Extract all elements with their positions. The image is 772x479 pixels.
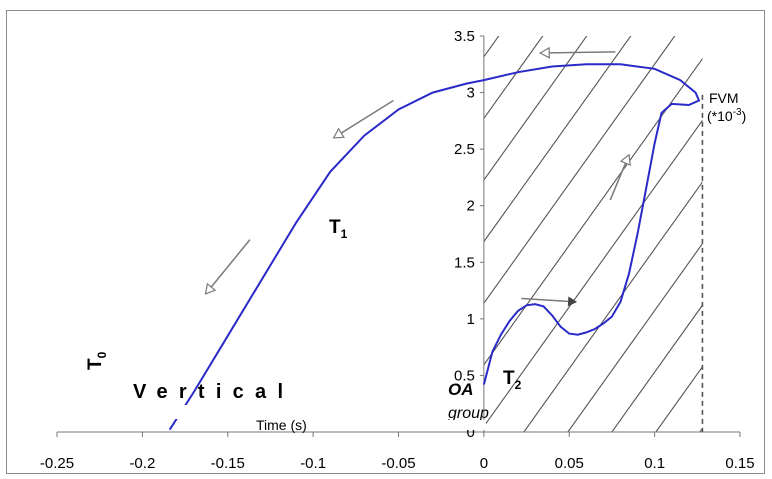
hatch-line	[483, 36, 632, 243]
y-tick-label: 2.5	[454, 141, 475, 158]
y-tick-label: 3	[467, 85, 475, 102]
x-tick-label: 0.15	[725, 455, 754, 472]
hatch-line	[84, 0, 484, 432]
x-tick-label: 0.05	[555, 455, 584, 472]
hatch-line	[744, 0, 772, 432]
hatch-line	[655, 365, 703, 432]
hatch-line	[567, 242, 703, 432]
direction-arrows	[206, 52, 629, 307]
x-tick-label: -0.2	[129, 455, 155, 472]
x-tick-label: -0.25	[40, 455, 74, 472]
hatch-line	[483, 119, 703, 428]
y-tick-label: 3.5	[454, 28, 475, 45]
t0-label: T0	[85, 351, 109, 370]
direction-arrow	[521, 296, 578, 307]
t1-label: T1	[329, 217, 348, 241]
x-tick-label: -0.15	[211, 455, 245, 472]
hatch-line	[483, 36, 676, 305]
hatch-line	[483, 57, 703, 366]
group-label: group	[448, 405, 489, 422]
t2-label: T2	[503, 368, 522, 392]
hatch-line	[611, 304, 703, 432]
hatch-line	[483, 36, 500, 58]
series-line	[168, 63, 701, 431]
y-tick-label: 1	[467, 311, 475, 328]
x-axis-label: Time (s)	[256, 417, 307, 433]
vertical-label: Vertical	[133, 381, 283, 403]
hatch-line	[699, 427, 703, 432]
group-crop-mask	[446, 420, 486, 430]
fvm-unit-label: (*10-3)	[707, 107, 746, 124]
y-tick-label: 2	[467, 198, 475, 215]
y-tick-label: 0	[467, 424, 475, 441]
x-tick-label: 0	[480, 455, 488, 472]
tick-labels: -0.25 -0.2 -0.15 -0.1 -0.05 0 0.05 0.1 0.15 0 0.5 1…	[40, 28, 755, 472]
y-tick-label: 1.5	[454, 254, 475, 271]
x-tick-label: -0.05	[381, 455, 415, 472]
hatch-line	[523, 181, 703, 432]
direction-arrow	[540, 52, 616, 53]
x-tick-label: -0.1	[300, 455, 326, 472]
direction-arrow	[609, 155, 629, 201]
fvm-label: FVM	[709, 90, 739, 106]
y-tick-label: 0.5	[454, 367, 475, 384]
oa-label: OA	[448, 380, 474, 399]
direction-arrow	[206, 239, 251, 294]
direction-arrow	[334, 99, 394, 137]
oa-group-hatch	[84, 0, 772, 432]
axes	[56, 35, 741, 437]
label-crop-mask	[128, 405, 208, 419]
x-tick-label: 0.1	[644, 455, 665, 472]
hatch-line	[483, 36, 588, 181]
